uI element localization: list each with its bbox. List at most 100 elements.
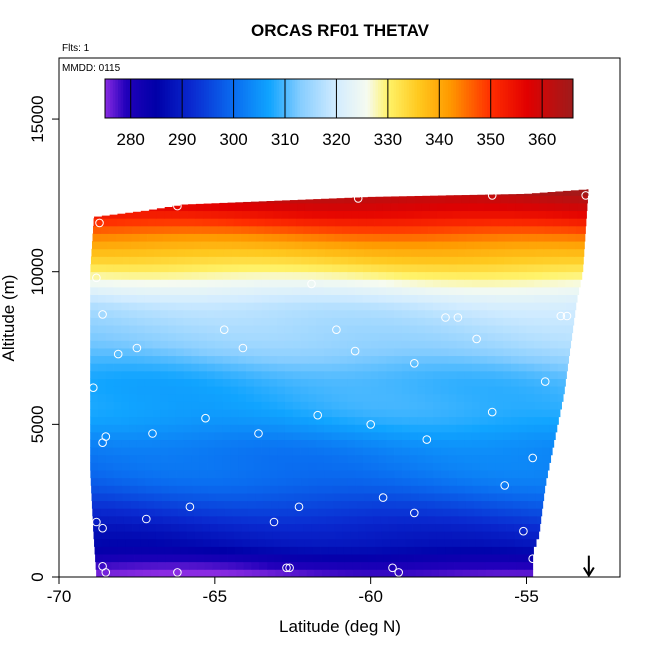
- heatmap-cell: [297, 203, 306, 212]
- heatmap-cell: [409, 439, 418, 448]
- heatmap-cell: [140, 210, 149, 219]
- heatmap-cell: [261, 386, 270, 395]
- heatmap-cell: [238, 325, 247, 334]
- heatmap-cell: [168, 431, 177, 441]
- heatmap-cell: [371, 485, 380, 494]
- heatmap-cell: [253, 424, 262, 433]
- colorbar-tick-label: 310: [271, 130, 299, 149]
- heatmap-cell: [440, 355, 449, 364]
- heatmap-cell: [347, 264, 356, 273]
- heatmap-cell: [522, 531, 531, 540]
- heatmap-cell: [482, 523, 491, 532]
- heatmap-cell: [316, 340, 325, 349]
- colorbar-swatch: [354, 79, 358, 118]
- heatmap-cell: [534, 439, 543, 448]
- heatmap-cell: [398, 196, 408, 204]
- heatmap-cell: [222, 424, 231, 433]
- heatmap-cell: [210, 538, 220, 547]
- colorbar-swatch: [409, 79, 413, 118]
- heatmap-cell: [106, 256, 115, 265]
- heatmap-cell: [464, 302, 473, 311]
- heatmap-cell: [107, 493, 116, 502]
- heatmap-cell: [511, 477, 520, 486]
- heatmap-cell: [246, 485, 256, 494]
- colorbar-swatch: [391, 79, 395, 118]
- heatmap-cell: [378, 332, 387, 341]
- heatmap-cell: [357, 515, 366, 524]
- observation-point: [378, 493, 388, 502]
- heatmap-cell: [394, 401, 403, 410]
- heatmap-cell: [136, 401, 146, 410]
- heatmap-cell: [358, 523, 367, 532]
- heatmap-cell: [248, 233, 257, 242]
- heatmap-cell: [183, 462, 192, 471]
- heatmap-cell: [332, 477, 341, 486]
- heatmap-cell: [121, 454, 130, 463]
- heatmap-cell: [253, 416, 262, 425]
- heatmap-cell: [446, 561, 455, 570]
- heatmap-cell: [488, 256, 497, 265]
- heatmap-cell: [105, 271, 114, 280]
- heatmap-cell: [136, 348, 146, 357]
- heatmap-cell: [409, 409, 418, 418]
- heatmap-cell: [480, 485, 489, 494]
- heatmap-cell: [495, 477, 505, 486]
- heatmap-cell: [183, 424, 192, 433]
- heatmap-cell: [457, 256, 466, 265]
- heatmap-cell: [265, 210, 274, 219]
- heatmap-cell: [199, 264, 208, 273]
- heatmap-cell: [409, 302, 418, 311]
- heatmap-cell: [308, 340, 317, 349]
- heatmap-cell: [144, 393, 153, 402]
- heatmap-cell: [561, 218, 570, 227]
- heatmap-cell: [156, 546, 166, 555]
- heatmap-cell: [253, 370, 262, 379]
- heatmap-cell: [536, 508, 543, 517]
- heatmap-cell: [482, 515, 491, 524]
- heatmap-cell: [542, 317, 551, 326]
- heatmap-cell: [356, 241, 366, 250]
- heatmap-cell: [503, 386, 512, 395]
- heatmap-cell: [281, 210, 290, 219]
- heatmap-cell: [495, 454, 504, 463]
- heatmap-cell: [168, 256, 178, 265]
- heatmap-cell: [566, 248, 575, 257]
- heatmap-cell: [519, 256, 528, 265]
- heatmap-cell: [98, 485, 108, 494]
- heatmap-cell: [355, 409, 364, 418]
- heatmap-cell: [271, 233, 280, 242]
- heatmap-cell: [170, 508, 179, 517]
- heatmap-cell: [355, 370, 364, 379]
- colorbar-swatch: [417, 79, 421, 118]
- heatmap-cell: [113, 386, 122, 395]
- heatmap-cell: [565, 363, 568, 372]
- heatmap-cell: [97, 340, 107, 349]
- colorbar-swatch: [300, 79, 304, 118]
- heatmap-cell: [487, 424, 496, 433]
- heatmap-cell: [207, 302, 216, 311]
- heatmap-cell: [585, 203, 588, 212]
- heatmap-cell: [160, 431, 169, 441]
- heatmap-cell: [386, 439, 395, 448]
- heatmap-cell: [499, 210, 508, 219]
- heatmap-cell: [495, 363, 504, 372]
- heatmap-cell: [378, 302, 387, 311]
- heatmap-cell: [214, 462, 224, 471]
- observation-point: [148, 429, 157, 438]
- heatmap-cell: [175, 439, 185, 448]
- heatmap-cell: [440, 370, 449, 379]
- heatmap-cell: [425, 332, 434, 341]
- heatmap-cell: [510, 309, 520, 318]
- heatmap-cell: [415, 561, 424, 570]
- heatmap-cell: [225, 515, 234, 524]
- heatmap-cell: [401, 439, 411, 448]
- heatmap-cell: [489, 233, 499, 242]
- heatmap-cell: [417, 409, 426, 418]
- heatmap-cell: [309, 485, 318, 494]
- heatmap-cell: [168, 279, 177, 288]
- colorbar-swatch: [489, 79, 493, 118]
- heatmap-cell: [503, 325, 512, 334]
- heatmap-cell: [209, 523, 219, 532]
- heatmap-cell: [549, 447, 553, 456]
- heatmap-cell: [323, 424, 333, 433]
